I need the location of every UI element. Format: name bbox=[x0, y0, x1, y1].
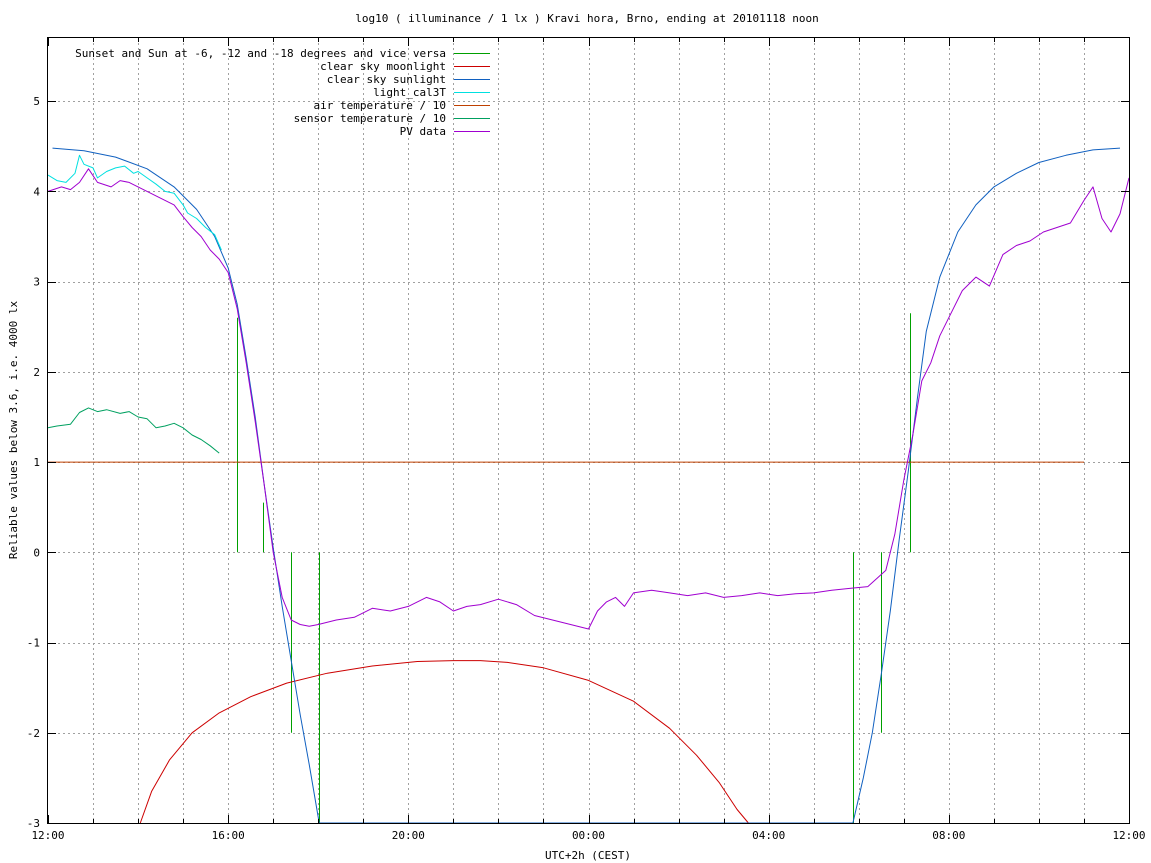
legend: Sunset and Sun at -6, -12 and -18 degree… bbox=[75, 47, 490, 138]
legend-entry-label: PV data bbox=[400, 125, 446, 138]
y-tick-label: 4 bbox=[33, 185, 40, 198]
x-tick-label: 16:00 bbox=[212, 829, 245, 842]
series-line bbox=[47, 407, 220, 454]
y-tick-label: 1 bbox=[33, 456, 40, 469]
series-line bbox=[47, 168, 1130, 630]
x-tick-label: 04:00 bbox=[752, 829, 785, 842]
chart-title: log10 ( illuminance / 1 lx ) Kravi hora,… bbox=[355, 12, 819, 25]
series-line bbox=[139, 660, 749, 824]
y-tick-label: 5 bbox=[33, 95, 40, 108]
x-tick-label: 20:00 bbox=[392, 829, 425, 842]
y-tick-label: -3 bbox=[27, 817, 40, 830]
axis-layer: 12:00 16:00 20:00 00:00 04:00 08:00 12:00-3-2-… bbox=[27, 38, 1146, 842]
legend-entry-label: air temperature / 10 bbox=[314, 99, 446, 112]
legend-entry-label: clear sky sunlight bbox=[327, 73, 446, 86]
x-tick-label: 12:00 bbox=[1112, 829, 1145, 842]
x-tick-label: 12:00 bbox=[31, 829, 64, 842]
y-axis-label: Reliable values below 3.6, i.e. 4000 lx bbox=[7, 300, 20, 559]
y-tick-label: 3 bbox=[33, 276, 40, 289]
x-tick-label: 08:00 bbox=[932, 829, 965, 842]
y-tick-label: 0 bbox=[33, 546, 40, 559]
legend-entry-label: sensor temperature / 10 bbox=[294, 112, 446, 125]
y-tick-label: -2 bbox=[27, 727, 40, 740]
y-tick-label: -1 bbox=[27, 637, 40, 650]
series-line bbox=[47, 154, 222, 251]
legend-entry-label: light_cal3T bbox=[373, 86, 446, 99]
y-tick-label: 2 bbox=[33, 366, 40, 379]
x-axis-label: UTC+2h (CEST) bbox=[545, 849, 631, 862]
legend-entry-label: clear sky moonlight bbox=[320, 60, 446, 73]
x-tick-label: 00:00 bbox=[572, 829, 605, 842]
plot-frame bbox=[47, 37, 1130, 824]
legend-entry-label: Sunset and Sun at -6, -12 and -18 degree… bbox=[75, 47, 446, 60]
